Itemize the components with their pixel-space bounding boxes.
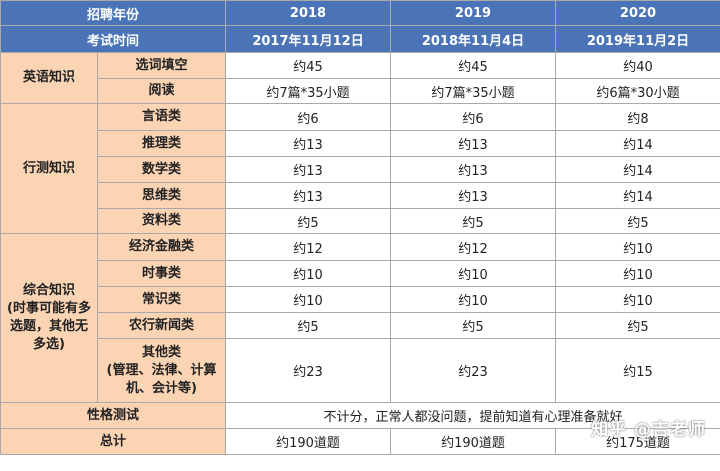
header-date-2018: 2017年11月12日 xyxy=(225,25,392,53)
table-row: 农行新闻类 约5 约5 约5 xyxy=(1,312,720,339)
cell-2020: 约10 xyxy=(555,286,720,313)
row-label: 阅读 xyxy=(96,78,227,104)
row-label: 资料类 xyxy=(96,208,227,234)
cell-2018: 约12 xyxy=(225,233,392,261)
row-label: 经济金融类 xyxy=(96,233,227,261)
cell-2018: 约5 xyxy=(225,208,392,234)
table-row: 行测知识 言语类 约6 约6 约8 xyxy=(0,103,720,234)
cell-2019: 约23 xyxy=(390,338,557,403)
cell-2018: 约5 xyxy=(225,312,392,339)
cell-2019: 约5 xyxy=(390,208,557,234)
personality-note: 不计分，正常人都没问题，提前知道有心理准备就好 xyxy=(225,402,720,429)
header-year-label: 招聘年份 xyxy=(0,0,227,26)
cell-2019: 约45 xyxy=(390,52,557,79)
cell-2019: 约10 xyxy=(390,260,557,287)
personality-label: 性格测试 xyxy=(0,402,227,429)
row-label: 选词填空 xyxy=(96,52,227,79)
cell-2020: 约5 xyxy=(555,208,720,234)
cell-2019: 约5 xyxy=(390,312,557,339)
cell-2019: 约13 xyxy=(390,156,557,183)
total-2018: 约190道题 xyxy=(225,428,392,455)
section-zonghe: 综合知识 (时事可能有多选题，其他无多选) xyxy=(0,233,98,403)
cell-2018: 约6 xyxy=(225,103,392,131)
table-row: 阅读 约7篇*35小题 约7篇*35小题 约6篇*30小题 xyxy=(1,78,720,104)
table-row: 英语知识 选词填空 约45 约45 约40 xyxy=(0,52,720,104)
cell-2020: 约14 xyxy=(555,182,720,209)
header-year-2019: 2019 xyxy=(390,0,557,26)
cell-2018: 约13 xyxy=(225,156,392,183)
total-2020: 约175道题 xyxy=(555,428,720,455)
cell-2018: 约23 xyxy=(225,338,392,403)
cell-2020: 约8 xyxy=(555,103,720,131)
header-row-year: 招聘年份 2018 2019 2020 xyxy=(0,0,720,26)
row-label: 其他类 (管理、法律、计算机、会计等) xyxy=(96,338,227,403)
cell-2020: 约10 xyxy=(555,233,720,261)
cell-2020: 约5 xyxy=(555,312,720,339)
cell-2019: 约7篇*35小题 xyxy=(390,78,557,104)
header-row-date: 考试时间 2017年11月12日 2018年11月4日 2019年11月2日 xyxy=(0,25,720,53)
exam-table: 招聘年份 2018 2019 2020 考试时间 2017年11月12日 201… xyxy=(0,0,720,455)
cell-2018: 约10 xyxy=(225,286,392,313)
section-xingce: 行测知识 xyxy=(0,103,98,234)
table-row: 推理类 约13 约13 约14 xyxy=(1,130,720,157)
row-label: 农行新闻类 xyxy=(96,312,227,339)
cell-2020: 约14 xyxy=(555,156,720,183)
cell-2020: 约14 xyxy=(555,130,720,157)
cell-2018: 约45 xyxy=(225,52,392,79)
cell-2020: 约40 xyxy=(555,52,720,79)
header-date-label: 考试时间 xyxy=(0,25,227,53)
cell-2018: 约13 xyxy=(225,182,392,209)
total-row: 总计 约190道题 约190道题 约175道题 xyxy=(0,428,720,455)
total-label: 总计 xyxy=(0,428,227,455)
section-english: 英语知识 xyxy=(0,52,98,104)
cell-2019: 约6 xyxy=(390,103,557,131)
total-2019: 约190道题 xyxy=(390,428,557,455)
cell-2018: 约13 xyxy=(225,130,392,157)
cell-2020: 约6篇*30小题 xyxy=(555,78,720,104)
row-label: 数学类 xyxy=(96,156,227,183)
table-row: 数学类 约13 约13 约14 xyxy=(1,156,720,183)
personality-row: 性格测试 不计分，正常人都没问题，提前知道有心理准备就好 xyxy=(0,402,720,429)
row-label: 言语类 xyxy=(96,103,227,131)
table-row: 常识类 约10 约10 约10 xyxy=(1,286,720,313)
cell-2019: 约12 xyxy=(390,233,557,261)
cell-2020: 约10 xyxy=(555,260,720,287)
table-row: 思维类 约13 约13 约14 xyxy=(1,182,720,209)
row-label: 时事类 xyxy=(96,260,227,287)
cell-2019: 约13 xyxy=(390,130,557,157)
header-date-2020: 2019年11月2日 xyxy=(555,25,720,53)
cell-2019: 约10 xyxy=(390,286,557,313)
cell-2019: 约13 xyxy=(390,182,557,209)
row-label: 推理类 xyxy=(96,130,227,157)
header-date-2019: 2018年11月4日 xyxy=(390,25,557,53)
cell-2020: 约15 xyxy=(555,338,720,403)
table-row: 其他类 (管理、法律、计算机、会计等) 约23 约23 约15 xyxy=(1,338,720,403)
row-label: 常识类 xyxy=(96,286,227,313)
cell-2018: 约10 xyxy=(225,260,392,287)
cell-2018: 约7篇*35小题 xyxy=(225,78,392,104)
header-year-2020: 2020 xyxy=(555,0,720,26)
table-row: 资料类 约5 约5 约5 xyxy=(1,208,720,234)
table-row: 综合知识 (时事可能有多选题，其他无多选) 经济金融类 约12 约12 约10 xyxy=(0,233,720,403)
row-label: 思维类 xyxy=(96,182,227,209)
table-row: 时事类 约10 约10 约10 xyxy=(1,260,720,287)
header-year-2018: 2018 xyxy=(225,0,392,26)
